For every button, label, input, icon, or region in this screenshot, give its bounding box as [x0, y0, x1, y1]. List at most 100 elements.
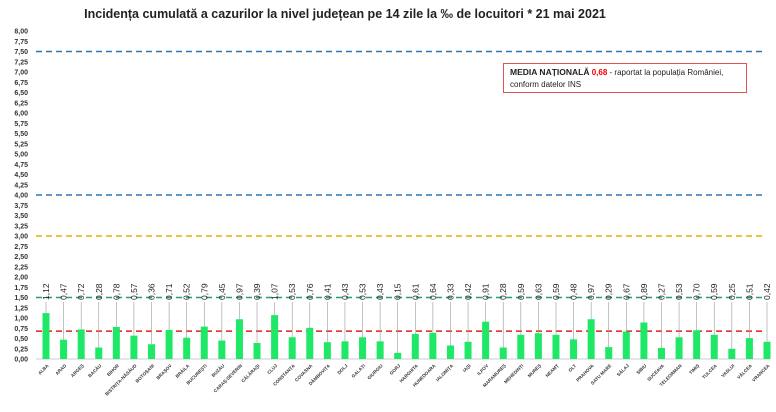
- bar-mehedinți: [517, 334, 525, 359]
- y-tick-label: 3,50: [14, 213, 28, 220]
- bar-arad: [60, 339, 68, 359]
- data-label: 0,97: [234, 283, 244, 300]
- x-tick-label: BIHOR: [106, 363, 120, 377]
- bar-alba: [42, 313, 50, 359]
- y-tick-label: 1,50: [14, 295, 28, 302]
- data-label: 0,33: [445, 283, 455, 300]
- bar-vrancea: [763, 341, 771, 359]
- x-tick-label: ARGEȘ: [70, 363, 86, 379]
- bar-harghita: [411, 333, 419, 359]
- data-label: 0,76: [305, 283, 315, 300]
- x-tick-label: TIMIȘ: [688, 363, 701, 376]
- y-tick-label: 0,75: [14, 326, 28, 333]
- x-tick-label: ALBA: [37, 363, 50, 376]
- x-tick-label: VRANCEA: [751, 363, 771, 383]
- x-tick-label: SĂLAJ: [615, 362, 630, 377]
- x-tick-label: SIBIU: [635, 363, 648, 376]
- x-tick-label: GORJ: [389, 363, 402, 376]
- bar-bihor: [112, 327, 120, 359]
- bar-bacău: [95, 347, 103, 359]
- data-label: 0,71: [164, 283, 174, 300]
- bar-bistrița-năsăud: [130, 335, 138, 359]
- data-label: 0,53: [674, 283, 684, 300]
- bar-buzău: [218, 340, 226, 359]
- x-tick-label: VASLUI: [720, 363, 735, 378]
- y-tick-label: 7,75: [14, 39, 28, 46]
- data-label: 0,25: [727, 283, 737, 300]
- data-label: 0,36: [147, 283, 157, 300]
- data-label: 0,67: [621, 283, 631, 300]
- data-label: 0,28: [498, 283, 508, 300]
- national-average-note: MEDIA NAȚIONALĂ 0,68 - raportat la popul…: [503, 63, 747, 93]
- bar-brașov: [165, 329, 173, 359]
- y-tick-label: 3,25: [14, 223, 28, 230]
- bar-bucurești: [200, 326, 208, 359]
- y-tick-label: 7,50: [14, 49, 28, 56]
- note-text1: - raportat la populația României,: [607, 68, 724, 77]
- note-value: 0,68: [591, 68, 608, 77]
- data-label: 0,43: [375, 283, 385, 300]
- y-tick-label: 4,25: [14, 182, 28, 189]
- chart-title: Incidența cumulată a cazurilor la nivel …: [84, 7, 606, 21]
- note-heading: MEDIA NAȚIONALĂ: [510, 67, 590, 77]
- data-label: 0,59: [709, 283, 719, 300]
- y-tick-label: 6,75: [14, 80, 28, 87]
- x-tick-label: BUZĂU: [210, 362, 226, 378]
- y-tick-label: 2,25: [14, 264, 28, 271]
- data-label: 0,97: [586, 283, 596, 300]
- x-tick-label: BRAȘOV: [155, 363, 174, 382]
- x-tick-label: BACĂU: [86, 362, 102, 378]
- x-tick-label: CLUJ: [266, 363, 278, 375]
- data-label: 0,51: [744, 283, 754, 300]
- bar-satu mare: [605, 347, 613, 359]
- y-tick-label: 0,00: [14, 357, 28, 364]
- x-tick-label: ILFOV: [476, 363, 490, 377]
- x-tick-label: DOLJ: [336, 363, 349, 376]
- y-tick-label: 4,75: [14, 162, 28, 169]
- y-tick-label: 4,00: [14, 193, 28, 200]
- y-tick-label: 5,25: [14, 141, 28, 148]
- y-tick-label: 8,00: [14, 29, 28, 36]
- data-label: 0,57: [129, 283, 139, 300]
- y-tick-label: 7,25: [14, 59, 28, 66]
- x-tick-label: VÂLCEA: [736, 362, 754, 380]
- data-label: 1,07: [270, 283, 280, 300]
- y-tick-label: 6,25: [14, 100, 28, 107]
- y-tick-label: 6,50: [14, 90, 28, 97]
- bar-timiș: [693, 330, 701, 359]
- data-label: 0,15: [393, 283, 403, 300]
- y-tick-label: 3,00: [14, 234, 28, 241]
- data-label: 0,59: [516, 283, 526, 300]
- data-label: 0,64: [428, 283, 438, 300]
- bar-iași: [464, 341, 472, 359]
- y-tick-label: 7,00: [14, 70, 28, 77]
- y-tick-label: 2,75: [14, 244, 28, 251]
- y-tick-label: 1,75: [14, 285, 28, 292]
- data-label: 0,41: [322, 283, 332, 300]
- note-text2: conform datelor INS: [510, 80, 582, 89]
- y-tick-label: 1,25: [14, 305, 28, 312]
- data-label: 0,48: [569, 283, 579, 300]
- x-tick-label: CĂLĂRAȘI: [240, 362, 262, 384]
- y-tick-label: 2,50: [14, 254, 28, 261]
- y-tick-label: 5,75: [14, 121, 28, 128]
- x-tick-label: BISTRIȚA-NĂSĂUD: [103, 362, 138, 397]
- data-label: 0,70: [692, 283, 702, 300]
- bar-botoșani: [148, 344, 156, 359]
- bar-giurgiu: [376, 341, 384, 359]
- data-label: 0,72: [76, 283, 86, 300]
- x-tick-label: NEAMȚ: [545, 363, 560, 378]
- bar-ilfov: [482, 321, 490, 359]
- bar-caraș-severin: [235, 319, 243, 359]
- bar-sibiu: [640, 322, 648, 359]
- x-tick-label: BOTOȘANI: [135, 363, 156, 384]
- bar-constanța: [288, 337, 296, 359]
- data-label: 0,42: [463, 283, 473, 300]
- y-tick-label: 4,50: [14, 172, 28, 179]
- bar-hunedoara: [429, 332, 437, 359]
- bar-ialomița: [446, 345, 454, 359]
- bar-prahova: [587, 319, 595, 359]
- bar-mureș: [534, 333, 542, 359]
- data-label: 1,12: [41, 283, 51, 300]
